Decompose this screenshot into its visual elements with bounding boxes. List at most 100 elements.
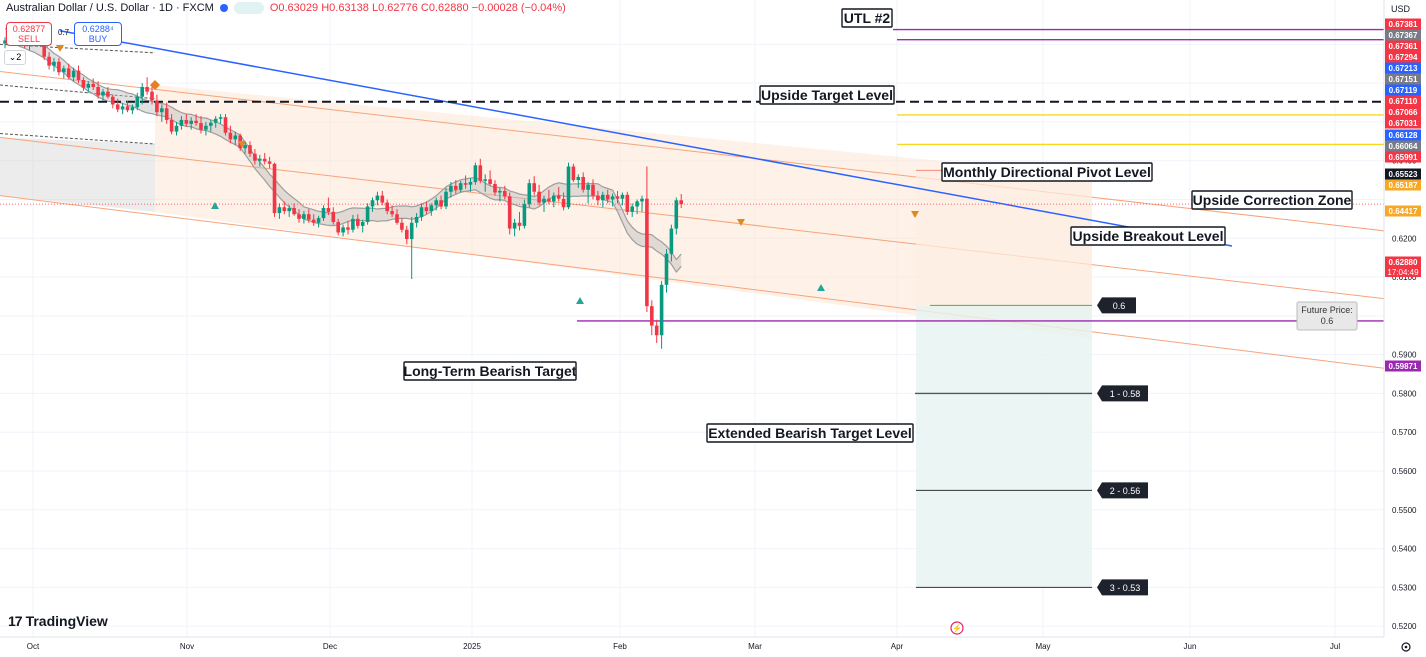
candle-body [331,211,336,222]
price-tick-label: 0.6100 [1392,273,1417,282]
level-label-text: UTL #2 [844,10,891,26]
level-label-box [941,162,1153,182]
candle-body [552,195,556,202]
indicator-count: 2 [16,52,22,62]
level-label-box [706,423,914,443]
candle-body [228,132,233,140]
candle-body [287,208,291,212]
axis-price-tag-bg [1385,129,1421,141]
candle-body [679,200,683,205]
currency-selector[interactable]: USD [1390,4,1410,14]
target-tag-text: 0.6 [1113,301,1126,311]
sell-signal-triangle-icon [737,219,745,226]
candle-body [307,214,311,220]
candle-body [262,158,267,162]
level-label: Upside Breakout Level [1070,226,1226,246]
candle-body [135,96,140,108]
axis-price-tag-bg [1385,62,1421,74]
price-tick-label: 0.5800 [1392,389,1417,398]
candle-body [297,214,301,219]
candle-body [311,219,316,223]
axis-price-tag-bg [1385,179,1421,191]
candle-body [356,218,360,226]
buy-signal-triangle-icon [817,284,825,291]
candle-body [449,185,453,192]
symbol-title[interactable]: Australian Dollar / U.S. Dollar · 1D · F… [6,2,214,14]
axis-price-tag-text: 0.67066 [1389,108,1418,117]
candle-body [42,39,46,57]
candle-body [111,96,115,105]
target-tag-bg [1097,385,1148,402]
level-label: Upside Correction Zone [1191,190,1353,210]
candle-body [409,222,414,240]
candle-body [444,191,448,207]
candle-body [218,117,223,119]
axis-price-tag-bg [1385,360,1421,372]
candle-body [52,61,56,66]
candle-body [556,195,561,199]
sell-button[interactable]: 0.62877 SELL [6,22,52,46]
candle-body [365,206,370,222]
candle-body [463,183,468,185]
future-price-tooltip: Future Price:0.6 [1296,301,1358,331]
countdown-text: 17:04:49 [1387,268,1419,277]
axis-price-tag-text: 0.67294 [1389,53,1418,62]
candle-body [233,135,238,140]
time-tick-label: Jul [1330,642,1340,651]
candle-body [277,207,282,214]
axis-price-tag-bg [1385,168,1421,180]
candle-body [503,190,507,197]
candle-body [669,228,674,254]
candle-body [204,125,208,130]
time-tick-label: 2025 [463,642,481,651]
candle-body [454,185,458,190]
axis-price-tag-text: 0.67151 [1389,75,1418,84]
candle-body [630,206,634,212]
candle-body [488,179,492,184]
buy-button[interactable]: 0.6288⁴ BUY [74,22,122,46]
target-tag-bg [1097,297,1136,314]
candle-body [223,117,228,133]
candles [3,24,683,349]
gear-icon-ring [1401,642,1411,652]
candle-body [321,208,326,219]
level-label-box [759,85,895,105]
candle-body [547,198,551,202]
candle-body [566,166,571,208]
dashed-guide-lower [0,133,156,145]
candle-body [248,145,252,154]
candle-body [429,205,434,212]
settings-gear-icon [1401,642,1411,652]
indicator-toggle-icon[interactable] [233,2,264,14]
candle-body [76,70,81,81]
candle-body [532,183,536,192]
axis-price-tag-text: 0.62880 [1389,258,1418,267]
level-label: UTL #2 [841,8,893,28]
bearish-trendline [59,30,1233,247]
candle-body [130,107,135,111]
axis-price-tag-bg [1385,140,1421,152]
candle-body [3,40,7,44]
target-tag: 2 - 0.56 [1097,482,1148,499]
target-tag: 0.6 [1097,297,1136,314]
candle-body [620,194,625,199]
candle-body [424,207,429,212]
candle-body [179,119,184,126]
price-tick-label: 0.5600 [1392,467,1417,476]
candle-body [400,222,404,230]
candle-body [493,183,497,193]
candle-body [125,106,130,111]
target-tag-text: 2 - 0.56 [1110,486,1141,496]
candle-body [654,325,659,336]
axis-price-tag-text: 0.59871 [1389,362,1418,371]
axis-price-tag-text: 0.67119 [1389,86,1418,95]
target-tag-bg [1097,482,1148,499]
candle-body [160,108,164,113]
collapse-indicators-button[interactable]: ⌄2 [4,50,26,65]
candle-body [258,158,262,161]
candle-body [645,198,649,307]
axis-price-tag-text: 0.65991 [1389,153,1418,162]
level-label: Upside Target Level [759,85,895,105]
diamond-marker-icon [150,80,160,90]
